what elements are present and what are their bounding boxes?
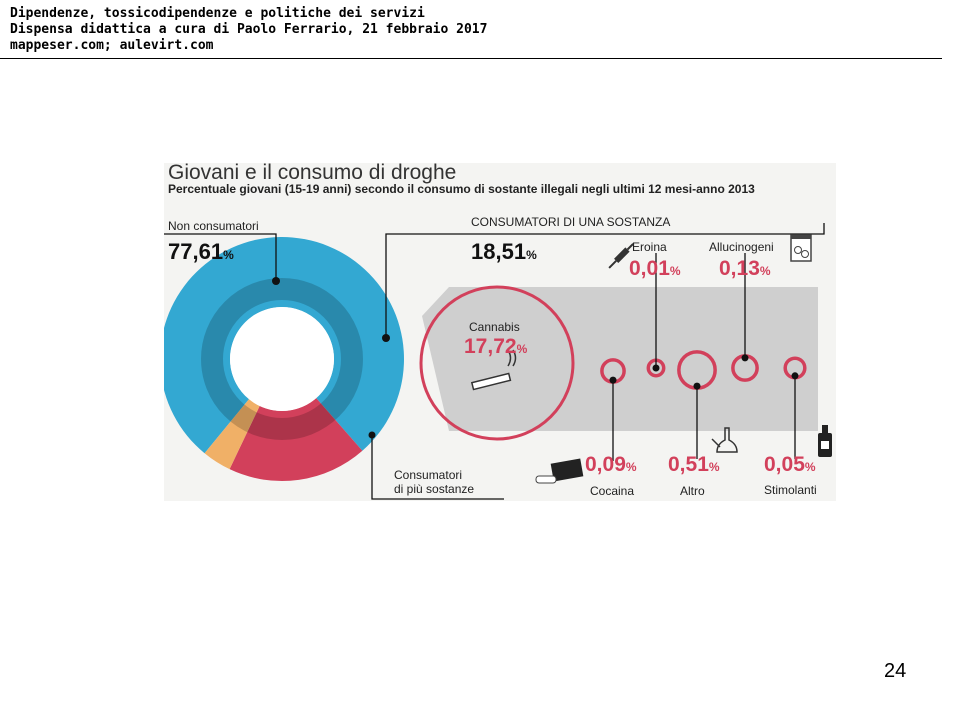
bubble-stimolanti-dot <box>791 372 799 380</box>
value-cannabis: 17,72% <box>464 335 528 358</box>
bubble-cocaina-dot <box>609 376 617 384</box>
label-multi-line-1: Consumatori <box>394 468 463 482</box>
donut-inner-ring <box>201 278 363 440</box>
cocaine-icon <box>535 458 584 484</box>
value-altro: 0,51% <box>668 453 720 476</box>
slice-single-substance <box>229 398 363 481</box>
label-single-substance: CONSUMATORI DI UNA SOSTANZA <box>471 215 671 229</box>
value-cocaina: 0,09% <box>585 453 637 476</box>
label-altro: Altro <box>680 484 705 498</box>
donut-chart <box>164 237 404 481</box>
leader-dot-single <box>382 334 390 342</box>
header-divider <box>0 58 942 59</box>
label-allucinogeni: Allucinogeni <box>709 240 774 254</box>
chart-title: Giovani e il consumo di droghe <box>168 163 457 184</box>
leader-line-multi <box>371 435 504 500</box>
donut-hole <box>230 307 334 411</box>
bottle-icon <box>818 425 832 457</box>
value-single-substance: 18,51% <box>471 239 537 264</box>
chart-subtitle: Percentuale giovani (15-19 anni) secondo… <box>168 182 755 196</box>
label-non-consumers: Non consumatori <box>168 219 259 233</box>
bubble-cannabis <box>419 285 575 441</box>
label-cocaina: Cocaina <box>590 484 635 498</box>
value-non-consumers: 77,61% <box>168 239 234 264</box>
header-line-1: Dipendenze, tossicodipendenze e politich… <box>10 6 425 21</box>
label-cannabis: Cannabis <box>469 320 520 334</box>
bubble-altro-dot <box>693 382 701 390</box>
syringe-icon <box>608 243 634 269</box>
label-eroina: Eroina <box>632 240 667 254</box>
breakdown-arrow <box>422 287 818 431</box>
pills-bag-icon <box>790 234 812 262</box>
value-eroina: 0,01% <box>629 257 681 280</box>
label-multi-line-2: di più sostanze <box>394 482 475 496</box>
bubble-eroina-dot <box>652 364 660 372</box>
page-number: 24 <box>884 660 907 682</box>
label-stimolanti: Stimolanti <box>764 483 817 497</box>
bong-icon <box>711 427 738 453</box>
leader-line-single <box>385 223 825 338</box>
slice-non-consumers <box>164 237 404 454</box>
chart-canvas <box>164 223 832 500</box>
breakdown-bubbles <box>419 253 807 461</box>
value-stimolanti: 0,05% <box>764 453 816 476</box>
leader-dot-multi <box>368 431 376 439</box>
infographic: Giovani e il consumo di droghe Percentua… <box>164 163 836 501</box>
leader-line-non-consumers <box>164 233 277 281</box>
header-line-3: mappeser.com; aulevirt.com <box>10 38 214 53</box>
slice-multi-substance <box>204 399 260 470</box>
slide-header: Dipendenze, tossicodipendenze e politich… <box>10 6 487 54</box>
bubble-allucinogeni-dot <box>741 354 749 362</box>
leader-dot-non-consumers <box>272 277 280 285</box>
header-line-2: Dispensa didattica a cura di Paolo Ferra… <box>10 22 488 37</box>
joint-icon <box>470 349 517 391</box>
value-allucinogeni: 0,13% <box>719 257 771 280</box>
